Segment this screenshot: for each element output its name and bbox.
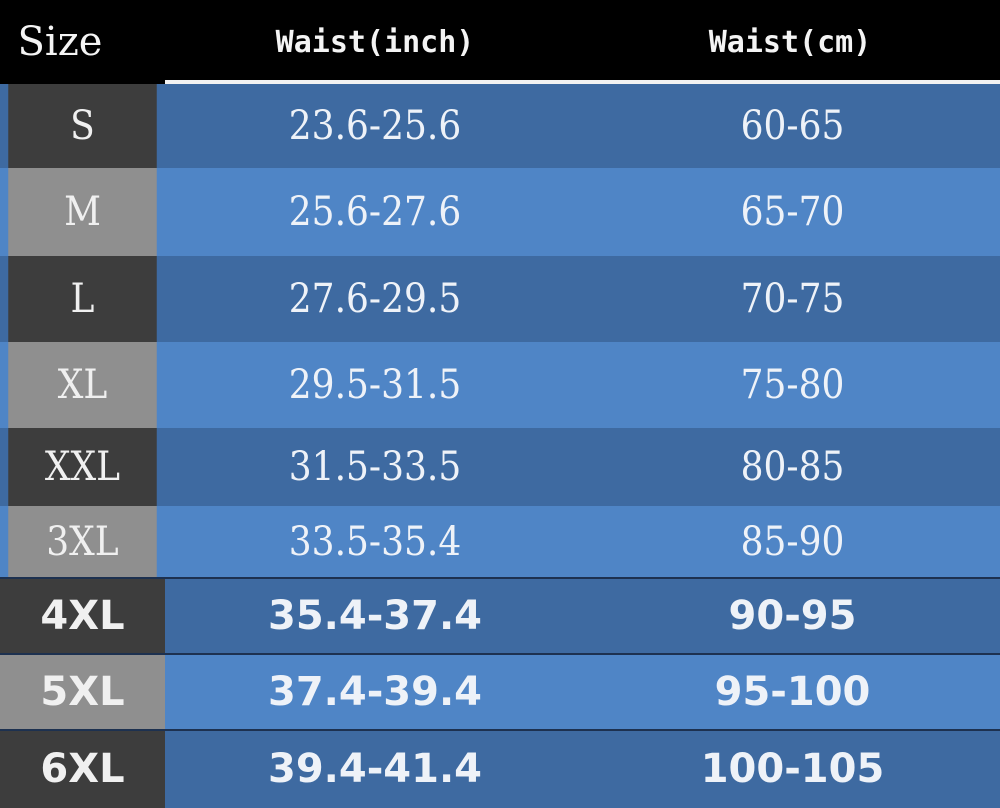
header-size: Size <box>17 19 103 65</box>
size-cell: 4XL <box>0 578 165 654</box>
waist-inch-cell: 25.6-27.6 <box>288 189 462 235</box>
size-cell: XL <box>8 342 157 428</box>
waist-inch-cell: 37.4-39.4 <box>268 669 482 715</box>
waist-inch-cell: 35.4-37.4 <box>268 593 482 639</box>
header-waist-cm: Waist(cm) <box>708 24 872 60</box>
size-cell: 5XL <box>0 654 165 730</box>
waist-cm-cell: 90-95 <box>728 593 857 639</box>
table-row: XXL 31.5-33.5 80-85 <box>0 428 1000 506</box>
waist-cm-cell: 85-90 <box>740 519 845 565</box>
waist-cm-cell: 70-75 <box>740 276 845 322</box>
waist-cm-cell: 80-85 <box>740 444 845 490</box>
waist-cm-cell: 100-105 <box>700 746 885 792</box>
header-waist-inch: Waist(inch) <box>275 24 475 60</box>
waist-cm-cell: 65-70 <box>740 189 845 235</box>
waist-cm-cell: 60-65 <box>740 103 845 149</box>
row-divider <box>0 577 1000 579</box>
waist-inch-cell: 31.5-33.5 <box>288 444 462 490</box>
size-cell: 6XL <box>0 730 165 808</box>
waist-cm-cell: 95-100 <box>714 669 871 715</box>
size-cell: M <box>8 168 157 256</box>
table-row: M 25.6-27.6 65-70 <box>0 168 1000 256</box>
row-divider <box>0 729 1000 731</box>
waist-inch-cell: 27.6-29.5 <box>288 276 462 322</box>
waist-inch-cell: 23.6-25.6 <box>288 103 462 149</box>
header-divider <box>165 80 1000 84</box>
table-row: L 27.6-29.5 70-75 <box>0 256 1000 342</box>
table-header: Size Waist(inch) Waist(cm) <box>0 0 1000 84</box>
size-cell: S <box>8 84 157 168</box>
waist-inch-cell: 39.4-41.4 <box>268 746 482 792</box>
table-row: 6XL 39.4-41.4 100-105 <box>0 730 1000 808</box>
size-cell: L <box>8 256 157 342</box>
size-cell: XXL <box>8 428 157 506</box>
table-row: XL 29.5-31.5 75-80 <box>0 342 1000 428</box>
table-row: 3XL 33.5-35.4 85-90 <box>0 506 1000 578</box>
size-cell: 3XL <box>8 506 157 578</box>
waist-inch-cell: 33.5-35.4 <box>288 519 462 565</box>
row-divider <box>0 653 1000 655</box>
table-row: S 23.6-25.6 60-65 <box>0 84 1000 168</box>
table-row: 4XL 35.4-37.4 90-95 <box>0 578 1000 654</box>
table-row: 5XL 37.4-39.4 95-100 <box>0 654 1000 730</box>
waist-inch-cell: 29.5-31.5 <box>288 362 462 408</box>
waist-cm-cell: 75-80 <box>740 362 845 408</box>
